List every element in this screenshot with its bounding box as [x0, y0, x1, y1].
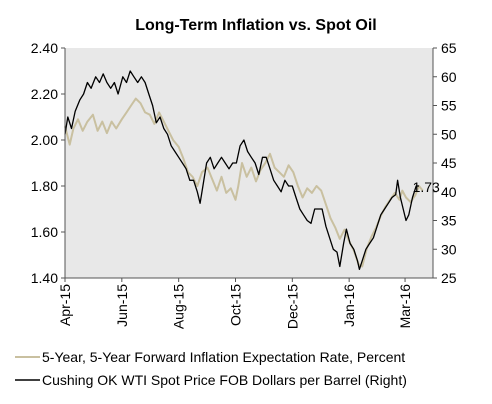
left-tick-label: 1.80	[31, 178, 58, 194]
left-tick-label: 1.60	[31, 224, 58, 240]
x-tick-label: Dec-15	[284, 284, 300, 329]
right-tick-label: 50	[441, 126, 457, 142]
x-tick-label: Jan-16	[341, 284, 357, 327]
right-tick-label: 65	[441, 40, 457, 56]
x-tick-label: Apr-15	[57, 284, 73, 326]
right-axis-ticks: 25 30 35 40 45 50 55 60 65	[433, 40, 457, 286]
left-axis-ticks: 1.40 1.60 1.80 2.00 2.20 2.40	[31, 40, 65, 286]
last-value-annotation: 1.73	[413, 179, 440, 195]
legend-label-inflation: 5-Year, 5-Year Forward Inflation Expecta…	[42, 349, 405, 365]
legend-label-wti: Cushing OK WTI Spot Price FOB Dollars pe…	[42, 372, 407, 388]
plot-area	[65, 48, 433, 278]
right-tick-label: 25	[441, 270, 457, 286]
x-tick-label: Oct-15	[228, 284, 244, 326]
chart-title: Long-Term Inflation vs. Spot Oil	[135, 17, 376, 34]
legend: 5-Year, 5-Year Forward Inflation Expecta…	[15, 349, 407, 388]
series-line-wti	[64, 70, 419, 271]
right-tick-label: 55	[441, 98, 457, 114]
right-tick-label: 40	[441, 184, 457, 200]
left-tick-label: 2.20	[31, 86, 58, 102]
left-tick-label: 2.00	[31, 132, 58, 148]
right-tick-label: 35	[441, 213, 457, 229]
x-tick-label: Jun-15	[114, 284, 130, 327]
series-layer	[64, 70, 424, 271]
left-tick-label: 2.40	[31, 40, 58, 56]
x-tick-label: Mar-16	[397, 284, 413, 329]
x-tick-label: Aug-15	[171, 284, 187, 329]
right-tick-label: 30	[441, 241, 457, 257]
right-tick-label: 45	[441, 155, 457, 171]
x-axis-ticks: Apr-15 Jun-15 Aug-15 Oct-15 Dec-15 Jan-16 Mar-…	[57, 278, 413, 329]
right-tick-label: 60	[441, 69, 457, 85]
left-tick-label: 1.40	[31, 270, 58, 286]
